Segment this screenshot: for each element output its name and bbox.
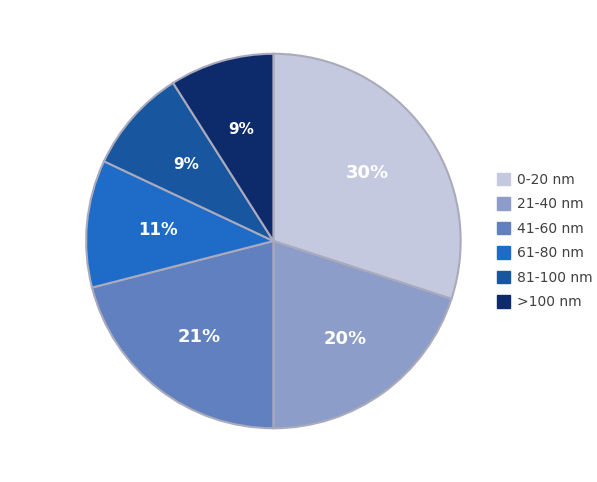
Legend: 0-20 nm, 21-40 nm, 41-60 nm, 61-80 nm, 81-100 nm, >100 nm: 0-20 nm, 21-40 nm, 41-60 nm, 61-80 nm, 8… bbox=[491, 167, 597, 315]
Text: 9%: 9% bbox=[173, 157, 199, 172]
Text: 30%: 30% bbox=[346, 164, 389, 182]
Text: 20%: 20% bbox=[324, 331, 367, 348]
Wedge shape bbox=[273, 54, 461, 299]
Wedge shape bbox=[86, 161, 273, 288]
Wedge shape bbox=[273, 241, 451, 428]
Wedge shape bbox=[104, 83, 273, 241]
Wedge shape bbox=[173, 54, 273, 241]
Text: 11%: 11% bbox=[138, 221, 178, 239]
Text: 21%: 21% bbox=[177, 328, 220, 346]
Wedge shape bbox=[92, 241, 273, 428]
Text: 9%: 9% bbox=[228, 122, 254, 137]
